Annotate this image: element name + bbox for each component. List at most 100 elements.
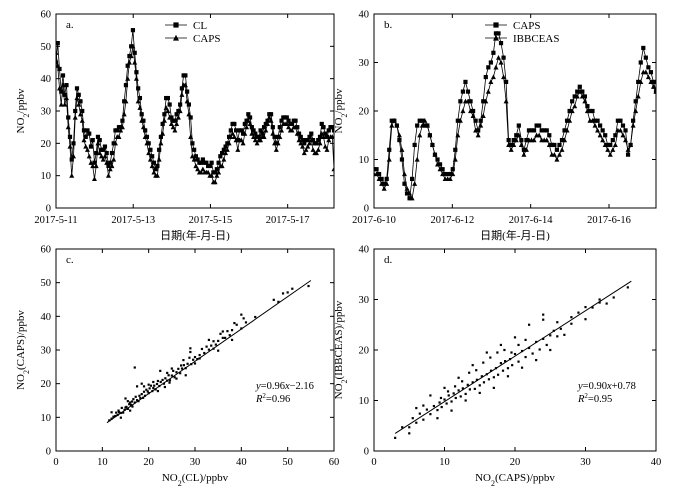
scatter-point	[142, 396, 145, 399]
point-caps	[123, 98, 129, 104]
point-ibbceas	[643, 69, 649, 75]
point-ibbceas	[437, 166, 443, 172]
point-caps	[448, 171, 453, 177]
scatter-point	[207, 348, 210, 351]
scatter-point	[478, 384, 481, 387]
point-caps	[235, 147, 241, 152]
point-caps	[493, 31, 499, 36]
scatter-point	[122, 411, 125, 414]
point-caps	[104, 160, 110, 165]
legend-marker	[173, 22, 179, 28]
point-cl	[66, 115, 71, 120]
point-cl	[83, 134, 88, 139]
point-ibbceas	[447, 176, 453, 181]
scatter-point	[570, 316, 573, 319]
scatter-point	[535, 340, 538, 344]
scatter-point	[464, 392, 467, 396]
scatter-point	[415, 421, 418, 424]
point-caps	[142, 134, 148, 139]
point-cl	[172, 118, 177, 123]
point-caps	[174, 121, 180, 127]
point-caps	[168, 121, 174, 127]
scatter-point	[485, 373, 488, 376]
point-caps	[284, 121, 290, 127]
point-ibbceas	[559, 147, 565, 152]
y-title-rest: (IBBCEAS)/ppbv	[333, 300, 345, 379]
y-tick-label: 40	[359, 10, 370, 21]
scatter-point	[598, 298, 601, 301]
point-caps	[247, 121, 253, 127]
series-line-ibbceas	[374, 56, 656, 200]
point-caps	[240, 140, 246, 146]
scatter-point	[475, 378, 479, 381]
scatter-point	[126, 407, 129, 411]
point-cl	[186, 102, 191, 107]
point-ibbceas	[480, 113, 486, 118]
scatter-point	[143, 394, 147, 397]
point-caps	[564, 118, 570, 123]
scatter-point	[135, 399, 139, 402]
scatter-point	[172, 369, 175, 372]
point-caps	[463, 79, 468, 84]
scatter-point	[147, 383, 150, 386]
point-cl	[228, 128, 233, 133]
point-cl	[323, 131, 328, 136]
y-tick-label: 10	[359, 396, 370, 407]
point-cl	[193, 154, 198, 159]
point-caps	[600, 128, 605, 133]
y-title-rest: /ppbv	[15, 88, 27, 114]
point-caps	[151, 169, 157, 175]
point-cl	[316, 138, 321, 143]
point-caps	[465, 89, 471, 94]
point-ibbceas	[531, 137, 537, 143]
point-cl	[251, 128, 256, 133]
panel-label: b.	[384, 19, 393, 31]
point-cl	[95, 134, 101, 139]
point-caps	[481, 99, 486, 104]
point-caps	[310, 147, 316, 152]
plot-area	[56, 28, 334, 185]
y-tick-label: 0	[364, 204, 369, 215]
point-caps	[615, 118, 620, 123]
point-caps	[214, 172, 220, 178]
point-cl	[309, 131, 314, 136]
scatter-point	[198, 357, 201, 360]
scatter-point	[556, 335, 559, 338]
point-caps	[293, 124, 299, 130]
point-ibbceas	[490, 74, 496, 80]
point-caps	[397, 138, 402, 143]
scatter-point	[175, 371, 178, 374]
point-caps	[177, 108, 183, 114]
point-ibbceas	[386, 156, 392, 162]
point-cl	[76, 92, 81, 97]
legend-marker	[493, 22, 499, 28]
point-ibbceas	[625, 147, 631, 152]
point-cl	[60, 73, 66, 78]
point-caps	[404, 191, 410, 196]
point-caps	[223, 150, 229, 156]
eq-slope: =0.90	[583, 381, 607, 392]
scatter-point	[605, 302, 608, 305]
point-ibbceas	[635, 93, 641, 99]
point-caps	[261, 134, 267, 139]
point-caps	[112, 140, 118, 146]
scatter-point	[453, 385, 457, 388]
point-caps	[102, 153, 108, 159]
eq-y: y	[255, 381, 261, 392]
point-ibbceas	[567, 118, 573, 123]
point-ibbceas	[396, 132, 402, 138]
point-caps	[79, 118, 85, 123]
point-caps	[590, 108, 595, 114]
scatter-point	[114, 414, 117, 418]
scatter-point	[240, 313, 243, 316]
point-caps	[450, 167, 455, 172]
scatter-point	[214, 343, 217, 346]
point-caps	[200, 166, 206, 172]
point-caps	[67, 143, 73, 149]
legend-marker	[173, 34, 179, 41]
point-cl	[56, 41, 60, 46]
point-cl	[232, 121, 237, 127]
scatter-point	[205, 345, 208, 348]
scatter-point	[439, 396, 443, 400]
